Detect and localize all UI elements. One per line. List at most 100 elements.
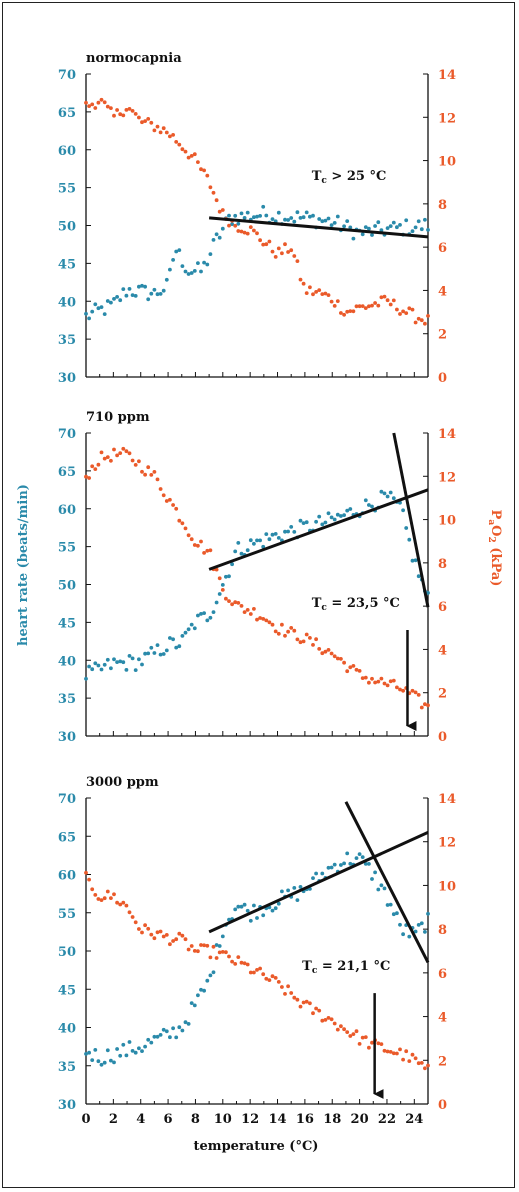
data-point — [314, 290, 318, 294]
tick-x-label: 12 — [241, 1112, 259, 1127]
data-point — [183, 630, 188, 635]
data-point — [189, 944, 194, 948]
fit-line — [208, 488, 429, 571]
data-point — [283, 633, 287, 638]
data-point — [413, 225, 418, 230]
data-point — [99, 898, 104, 902]
tick-right-label: 8 — [438, 923, 447, 938]
data-point — [385, 903, 390, 907]
data-point — [174, 506, 179, 511]
data-point — [382, 886, 387, 891]
panel-title: 710 ppm — [86, 410, 150, 425]
data-point — [220, 583, 225, 587]
data-point — [236, 229, 241, 233]
data-point — [342, 513, 346, 517]
data-point — [121, 900, 126, 905]
data-point — [115, 660, 119, 664]
data-point — [177, 518, 182, 523]
data-point — [146, 465, 151, 470]
tick-left-label: 55 — [58, 182, 76, 197]
data-point — [258, 966, 262, 971]
data-point — [363, 675, 368, 680]
data-point — [214, 600, 219, 605]
data-point — [84, 870, 88, 875]
data-point — [164, 277, 169, 282]
data-point — [423, 321, 427, 326]
data-point — [323, 291, 328, 296]
data-point — [236, 221, 241, 226]
data-point — [345, 851, 350, 856]
data-point — [87, 476, 91, 480]
data-point — [143, 1044, 148, 1049]
data-point — [252, 228, 256, 233]
data-point — [280, 622, 284, 627]
data-point — [339, 1024, 343, 1029]
data-point — [301, 639, 306, 644]
tick-right-label: 6 — [438, 241, 447, 256]
data-point — [248, 538, 253, 543]
tick-x-label: 0 — [81, 1112, 90, 1127]
data-point — [398, 223, 402, 227]
data-point — [99, 1062, 104, 1067]
data-point — [115, 453, 119, 458]
data-point — [146, 926, 151, 931]
data-point — [317, 288, 322, 292]
data-point — [401, 688, 405, 693]
data-point — [239, 960, 244, 965]
data-point — [261, 972, 266, 977]
data-point — [152, 1034, 157, 1039]
data-point — [189, 537, 194, 542]
data-point — [186, 155, 191, 160]
data-point — [419, 1061, 424, 1065]
tick-x-label: 24 — [405, 1112, 423, 1127]
data-point — [171, 133, 176, 137]
data-point — [199, 539, 203, 544]
data-point — [248, 918, 253, 923]
data-point — [146, 297, 151, 302]
data-point — [84, 1052, 88, 1056]
data-point — [177, 931, 182, 936]
data-point — [345, 219, 350, 224]
data-point — [373, 680, 377, 685]
data-point — [382, 294, 387, 299]
tick-x-label: 8 — [191, 1112, 200, 1127]
data-point — [258, 538, 262, 543]
data-point — [376, 887, 381, 892]
data-point — [171, 503, 176, 507]
data-point — [189, 622, 194, 627]
data-point — [121, 660, 126, 665]
data-point — [363, 862, 368, 866]
data-point — [298, 1004, 303, 1009]
data-point — [87, 104, 91, 108]
data-point — [357, 669, 362, 673]
data-point — [292, 995, 297, 1000]
data-point — [258, 616, 262, 620]
data-point — [270, 622, 275, 627]
data-point — [348, 861, 353, 866]
data-point — [276, 210, 281, 215]
data-point — [137, 1046, 141, 1051]
data-point — [382, 1048, 387, 1053]
data-point — [127, 107, 132, 111]
data-point — [261, 204, 266, 209]
data-point — [395, 911, 399, 916]
data-point — [286, 888, 290, 893]
series-pao2 — [84, 446, 430, 710]
data-point — [143, 119, 148, 123]
data-point — [161, 493, 166, 498]
data-point — [152, 651, 157, 655]
data-point — [180, 147, 185, 152]
data-point — [149, 645, 154, 650]
data-point — [140, 120, 144, 125]
data-point — [205, 262, 210, 267]
tick-right-label: 0 — [438, 371, 447, 386]
data-point — [332, 304, 337, 308]
data-point — [152, 470, 157, 474]
data-point — [329, 299, 334, 304]
data-point — [127, 654, 132, 658]
data-point — [205, 173, 210, 178]
data-point — [404, 218, 409, 223]
data-point — [329, 223, 334, 228]
data-point — [168, 1035, 172, 1040]
data-point — [239, 211, 244, 216]
